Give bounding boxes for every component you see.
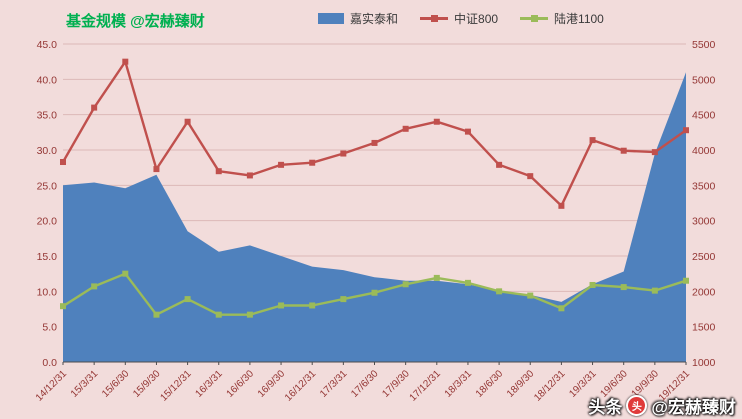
data-marker [464,128,471,135]
data-marker [340,150,347,157]
right-axis-tick-label: 1000 [692,357,716,369]
data-marker [91,104,98,111]
watermark-prefix: 头条 [588,398,623,417]
data-marker [60,303,66,310]
legend-item-zhongzheng800: 中证800 [420,10,498,27]
data-marker [122,58,129,65]
legend-label: 陆港1100 [554,12,604,26]
data-marker [371,289,378,296]
data-marker [215,168,222,175]
data-marker [683,277,689,284]
x-axis-tick-label: 14/12/31 [34,368,70,404]
x-axis-tick-label: 18/12/31 [532,368,568,404]
data-marker [340,296,347,303]
x-axis-tick-label: 15/3/31 [69,368,101,400]
right-axis-tick-label: 4000 [692,145,716,157]
legend-label: 中证800 [454,12,499,26]
data-marker [60,159,66,166]
right-axis-tick-label: 1500 [692,322,716,334]
left-axis-tick-label: 30.0 [37,145,58,157]
data-marker [184,118,191,125]
x-axis-tick-label: 18/3/31 [443,368,475,400]
data-marker [278,302,285,309]
legend-item-jiashi: 嘉实泰和 [318,10,398,27]
left-axis-tick-label: 25.0 [37,180,58,192]
x-axis-tick-label: 17/12/31 [408,368,444,404]
toutiao-logo-icon: 头 [626,395,648,416]
left-axis-tick-label: 15.0 [37,251,58,263]
data-marker [309,302,316,309]
legend-item-lugang1100: 陆港1100 [520,10,604,27]
data-marker [122,270,129,277]
data-marker [153,166,160,173]
legend-label: 嘉实泰和 [350,12,399,26]
data-marker [651,287,658,294]
data-marker [402,125,409,132]
data-marker [496,288,503,295]
data-marker [589,281,596,288]
data-marker [153,311,160,318]
left-axis-tick-label: 40.0 [37,74,58,86]
data-marker [620,284,627,291]
x-axis-tick-label: 18/6/30 [474,368,506,400]
right-axis-tick-label: 2000 [692,286,716,298]
line-swatch-icon [420,15,449,22]
data-marker [496,161,503,168]
x-axis-tick-label: 15/6/30 [100,368,132,400]
x-axis-tick-label: 16/3/31 [193,368,225,400]
data-marker [433,274,440,281]
data-marker [215,311,222,318]
data-marker [558,305,565,312]
x-axis-tick-label: 15/12/31 [158,368,194,404]
area-series [63,72,686,363]
x-axis-tick-label: 16/12/31 [283,368,319,404]
left-axis-tick-label: 5.0 [42,322,57,334]
watermark: 头条 头 @宏赫臻财 [588,393,736,418]
right-axis-tick-label: 5500 [692,39,716,51]
chart-title: 基金规模 @宏赫臻财 [66,13,205,30]
data-marker [464,279,471,286]
chart-legend: 嘉实泰和 中证800 陆港1100 [318,10,604,27]
data-marker [309,159,316,166]
data-marker [527,292,534,299]
right-axis-tick-label: 2500 [692,251,716,263]
data-marker [184,296,191,303]
left-axis-tick-label: 10.0 [37,286,58,298]
x-axis-tick-label: 16/6/30 [225,368,257,400]
right-axis-tick-label: 3500 [692,180,716,192]
data-marker [246,311,253,318]
data-marker [558,202,565,209]
line-swatch-icon [520,15,549,22]
left-axis-tick-label: 35.0 [37,110,58,122]
data-marker [527,173,534,180]
data-marker [651,149,658,156]
data-marker [371,139,378,146]
data-marker [683,127,689,134]
data-marker [402,281,409,288]
left-axis-tick-label: 45.0 [37,39,58,51]
data-marker [278,161,285,168]
x-axis-tick-label: 17/6/30 [349,368,381,400]
right-axis-tick-label: 5000 [692,74,716,86]
data-marker [433,118,440,125]
x-axis-tick-label: 17/3/31 [318,368,350,400]
right-axis-tick-label: 4500 [692,110,716,122]
watermark-handle: @宏赫臻财 [651,398,736,417]
data-marker [620,147,627,154]
area-swatch-icon [318,13,344,24]
data-marker [91,283,98,290]
left-axis-tick-label: 0.0 [42,357,57,369]
data-marker [589,137,596,144]
left-axis-tick-label: 20.0 [37,216,58,228]
data-marker [246,172,253,179]
right-axis-tick-label: 3000 [692,216,716,228]
